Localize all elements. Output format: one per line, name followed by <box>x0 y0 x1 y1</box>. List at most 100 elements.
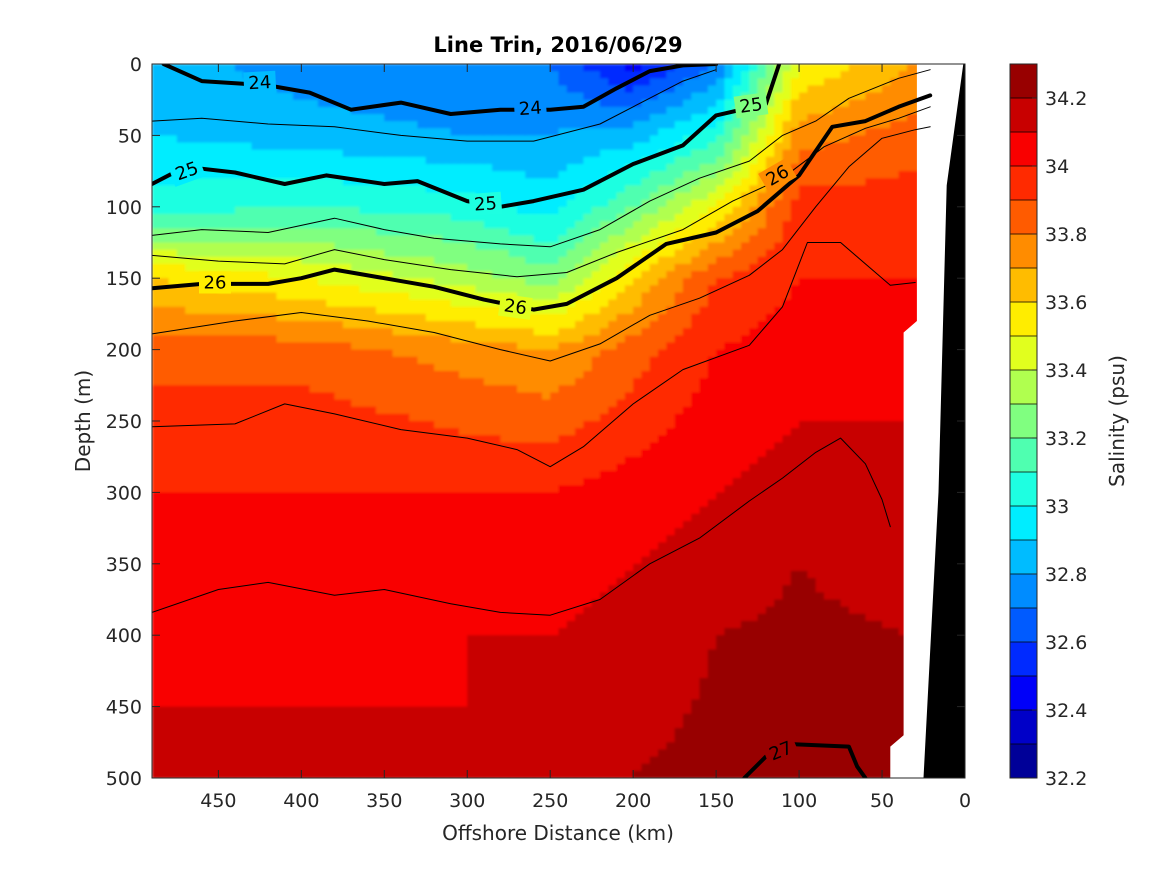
salinity-cell <box>508 349 518 358</box>
salinity-cell <box>210 728 219 736</box>
salinity-cell <box>483 549 493 558</box>
salinity-cell <box>450 228 460 236</box>
salinity-cell <box>234 642 244 651</box>
salinity-cell <box>500 599 510 608</box>
salinity-cell <box>152 499 161 508</box>
salinity-cell <box>458 649 468 658</box>
salinity-cell <box>276 692 286 701</box>
salinity-cell <box>342 356 352 365</box>
salinity-cell <box>541 728 551 736</box>
salinity-cell <box>417 413 427 422</box>
salinity-cell <box>359 213 369 222</box>
salinity-cell <box>500 135 510 144</box>
salinity-cell <box>201 64 211 72</box>
salinity-cell <box>409 385 419 394</box>
salinity-cell <box>367 620 377 629</box>
salinity-cell <box>210 385 219 394</box>
salinity-cell <box>160 592 170 601</box>
salinity-cell <box>442 378 452 386</box>
salinity-cell <box>517 156 526 165</box>
salinity-cell <box>276 520 286 529</box>
salinity-cell <box>434 449 443 458</box>
salinity-cell <box>351 528 360 536</box>
salinity-cell <box>359 656 369 665</box>
salinity-cell <box>168 749 178 758</box>
salinity-cell <box>317 278 327 286</box>
salinity-cell <box>342 163 352 172</box>
salinity-cell <box>550 763 560 772</box>
salinity-cell <box>442 520 452 529</box>
salinity-cell <box>234 585 244 593</box>
salinity-cell <box>541 99 551 108</box>
salinity-cell <box>458 335 468 344</box>
salinity-cell <box>375 149 385 158</box>
salinity-cell <box>375 485 385 493</box>
salinity-cell <box>309 642 319 651</box>
salinity-cell <box>508 85 518 94</box>
salinity-cell <box>185 385 195 394</box>
salinity-cell <box>525 770 535 778</box>
salinity-cell <box>152 528 161 536</box>
salinity-cell <box>309 749 319 758</box>
salinity-cell <box>450 142 460 151</box>
salinity-cell <box>168 728 178 736</box>
salinity-cell <box>276 306 286 315</box>
salinity-cell <box>359 678 369 686</box>
salinity-cell <box>475 142 485 151</box>
salinity-cell <box>201 299 211 308</box>
salinity-cell <box>375 113 385 122</box>
salinity-cell <box>417 92 427 101</box>
salinity-cell <box>301 92 311 101</box>
salinity-cell <box>251 535 261 543</box>
salinity-cell <box>152 449 161 458</box>
salinity-cell <box>259 613 269 622</box>
salinity-cell <box>259 285 269 294</box>
salinity-cell <box>442 763 452 772</box>
salinity-cell <box>176 206 186 215</box>
salinity-cell <box>234 342 244 351</box>
salinity-cell <box>309 720 319 729</box>
salinity-cell <box>458 242 468 251</box>
salinity-cell <box>268 613 278 622</box>
salinity-cell <box>359 470 369 479</box>
salinity-cell <box>434 121 443 129</box>
salinity-cell <box>384 192 394 201</box>
salinity-cell <box>218 64 228 72</box>
salinity-cell <box>293 242 302 251</box>
salinity-cell <box>525 635 535 643</box>
salinity-cell <box>517 678 526 686</box>
salinity-cell <box>342 299 352 308</box>
salinity-cell <box>351 99 360 108</box>
salinity-cell <box>185 299 195 308</box>
salinity-cell <box>201 470 211 479</box>
salinity-cell <box>359 392 369 401</box>
salinity-cell <box>467 428 477 436</box>
salinity-cell <box>367 263 377 272</box>
salinity-cell <box>268 563 278 572</box>
salinity-cell <box>417 770 427 778</box>
salinity-cell <box>541 64 551 72</box>
salinity-cell <box>185 371 195 379</box>
salinity-cell <box>425 313 435 322</box>
salinity-cell <box>425 321 435 329</box>
salinity-cell <box>226 563 236 572</box>
salinity-cell <box>550 642 560 651</box>
salinity-cell <box>458 149 468 158</box>
salinity-cell <box>558 335 568 344</box>
salinity-cell <box>508 770 518 778</box>
salinity-cell <box>251 256 261 265</box>
salinity-cell <box>185 763 195 772</box>
salinity-cell <box>309 156 319 165</box>
salinity-cell <box>500 528 510 536</box>
salinity-cell <box>309 135 319 144</box>
salinity-cell <box>201 185 211 194</box>
salinity-cell <box>160 185 170 194</box>
salinity-cell <box>492 149 502 158</box>
salinity-cell <box>168 356 178 365</box>
salinity-cell <box>425 278 435 286</box>
salinity-cell <box>400 249 410 258</box>
salinity-cell <box>210 735 219 743</box>
salinity-cell <box>442 221 452 229</box>
salinity-cell <box>425 620 435 629</box>
salinity-cell <box>351 135 360 144</box>
